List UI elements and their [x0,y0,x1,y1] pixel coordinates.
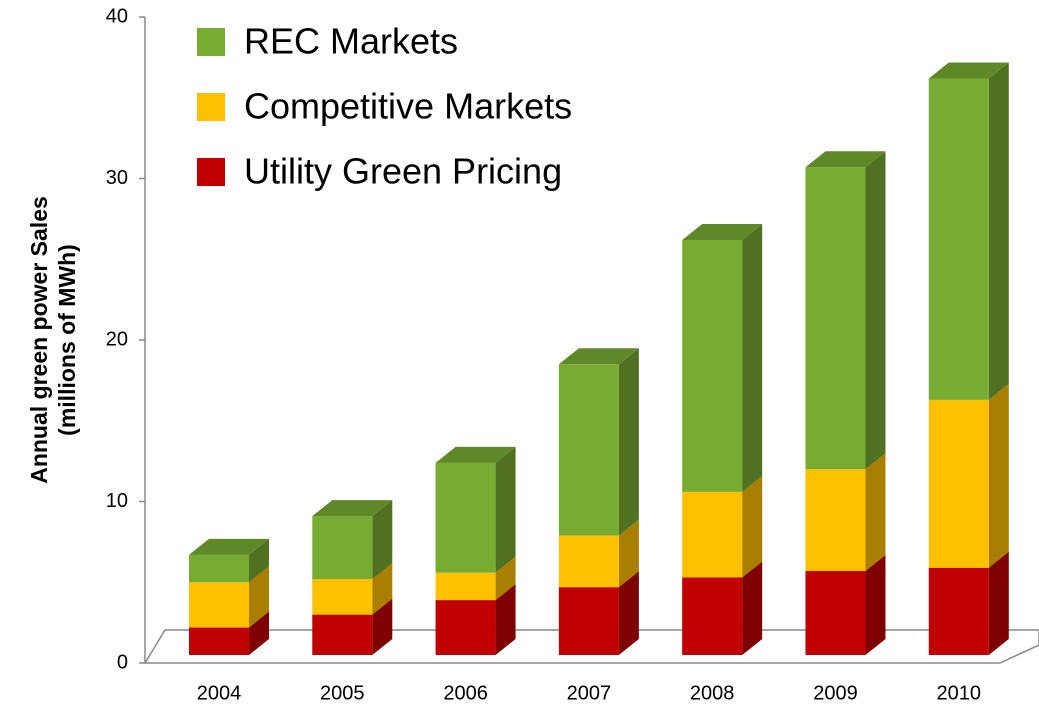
bar [682,577,743,655]
bar-side [372,500,393,580]
bar-side [248,611,269,655]
bar [312,614,373,655]
bar-side [742,561,763,655]
bar-top [682,223,763,240]
bar-side [742,223,763,492]
bar [928,399,989,568]
bar [435,600,496,655]
bar [558,535,619,588]
bar [312,579,373,615]
bar-side [495,556,516,601]
y-tick-label: 0 [117,651,128,673]
x-tick-label: 2008 [690,682,735,704]
bar-side [988,551,1009,655]
bar-top [805,151,886,168]
bar [188,582,249,628]
bar-side [742,475,763,578]
bar [682,239,743,492]
bar [558,587,619,655]
x-tick-label: 2005 [320,682,365,704]
legend-swatch [197,93,225,121]
bar-side [865,555,886,655]
bar-top [188,538,269,555]
floor [143,629,1039,664]
bar [558,364,619,536]
bar-side [618,348,639,536]
bar [312,516,373,580]
legend-label: Utility Green Pricing [244,151,562,192]
bar [188,554,249,583]
bar-top [558,348,639,365]
bar-side [495,446,516,573]
bar-top [928,62,1009,79]
y-tick-label: 20 [106,328,128,350]
x-tick-label: 2006 [443,682,488,704]
legend-swatch [197,28,225,56]
bar-side [988,383,1009,568]
bar [805,167,866,470]
y-tick-label: 30 [106,167,128,189]
bar [928,78,989,400]
y-axis-title-line: Annual green power Sales [26,196,52,484]
y-tick-label: 10 [106,490,128,512]
bar-side [618,571,639,655]
bar-top [435,446,516,463]
bar [435,462,496,573]
bar [682,491,743,578]
y-tick-label: 40 [106,5,128,27]
bar-side [865,151,886,470]
bar-side [865,453,886,572]
bar-side [372,598,393,655]
bar [805,469,866,572]
bar-side [495,584,516,655]
x-tick-label: 2010 [937,682,982,704]
bar [928,567,989,655]
bar-side [248,566,269,628]
bar-side [988,62,1009,400]
bar [805,571,866,655]
legend-label: Competitive Markets [244,86,572,127]
bar-side [618,519,639,588]
bar-side [248,538,269,583]
x-tick-label: 2009 [813,682,858,704]
bar [188,627,249,655]
legend-swatch [197,158,225,186]
x-tick-label: 2007 [567,682,612,704]
y-axis-title: Annual green power Sales (millions of MW… [26,196,80,484]
bar [435,572,496,601]
y-axis-title-line: (millions of MWh) [54,244,80,436]
x-tick-label: 2004 [197,682,242,704]
legend-label: REC Markets [244,21,458,62]
bar-side [372,563,393,615]
bar-top [312,500,393,517]
